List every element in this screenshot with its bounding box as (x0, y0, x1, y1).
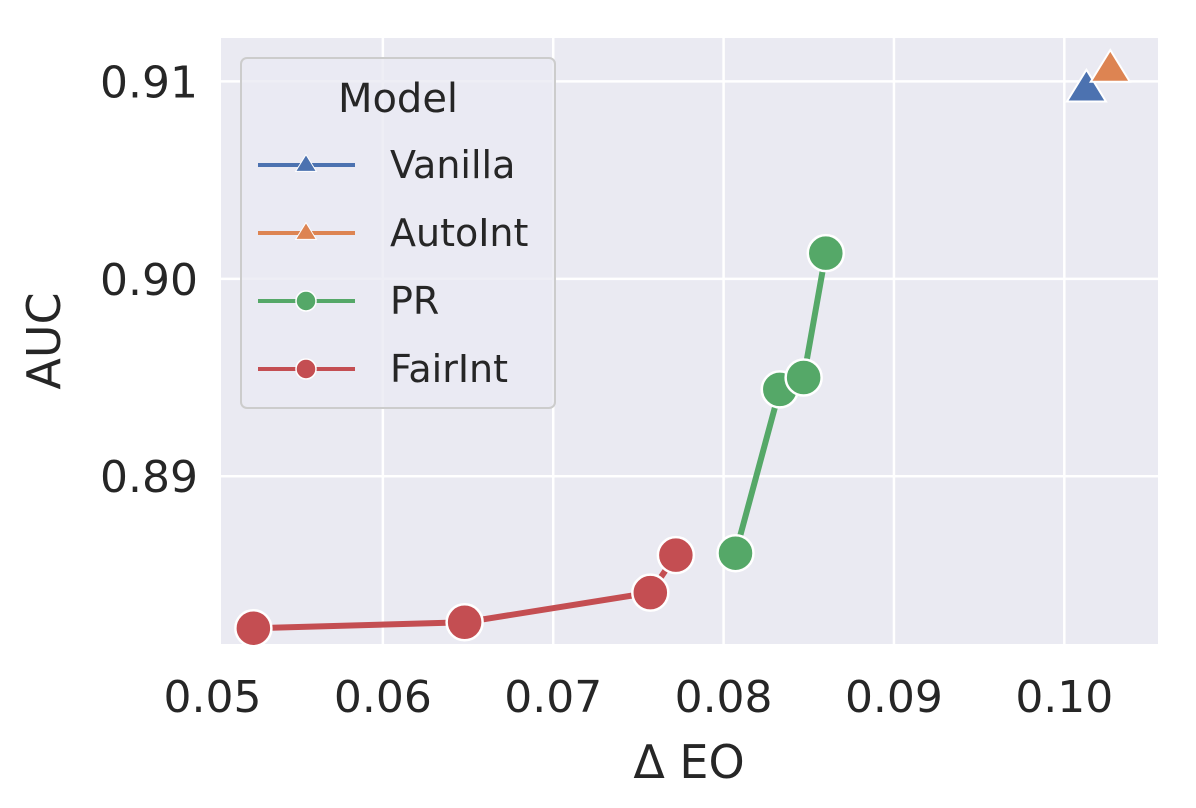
data-point-fairint (445, 603, 484, 642)
y-axis-ticks: 0.89 0.90 0.91 (100, 57, 198, 503)
legend-item-fairint: FairInt (258, 347, 508, 391)
series-layer (234, 48, 1132, 648)
x-tick-label: 0.08 (675, 672, 773, 723)
legend-label-autoint: AutoInt (390, 211, 528, 255)
series-fairint (234, 535, 696, 648)
legend-title: Model (338, 76, 458, 122)
series-pr (716, 233, 846, 573)
data-point-fairint (234, 608, 273, 648)
x-tick-label: 0.10 (1015, 672, 1113, 723)
x-axis-ticks: 0.05 0.06 0.07 0.08 0.09 0.10 (163, 672, 1113, 723)
legend-label-vanilla: Vanilla (390, 143, 515, 187)
data-point-pr (784, 358, 823, 397)
x-tick-label: 0.05 (163, 672, 261, 723)
data-point-pr (716, 533, 755, 573)
legend-label-fairint: FairInt (390, 347, 508, 391)
legend-marker-vanilla (294, 153, 318, 172)
x-tick-label: 0.06 (334, 672, 432, 723)
series-autoint (1088, 48, 1132, 83)
x-tick-label: 0.09 (845, 672, 943, 723)
data-point-pr (806, 233, 846, 273)
y-tick-label: 0.91 (100, 57, 198, 108)
legend-label-pr: PR (390, 279, 439, 323)
legend-item-autoint: AutoInt (258, 211, 528, 255)
data-point-fairint (631, 573, 670, 612)
x-axis-label: Δ EO (633, 735, 744, 789)
legend-marker-fairint (295, 358, 317, 380)
y-axis-label: AUC (17, 292, 71, 389)
legend-box (240, 57, 556, 409)
data-point-fairint (656, 535, 696, 575)
data-point-autoint (1088, 48, 1132, 83)
legend: Model Vanilla AutoInt PR FairInt (240, 57, 556, 409)
y-tick-label: 0.89 (100, 452, 198, 503)
data-point-vanilla (1065, 67, 1108, 103)
legend-marker-autoint (294, 221, 318, 240)
legend-item-pr: PR (258, 279, 439, 323)
x-tick-label: 0.07 (504, 672, 602, 723)
legend-item-vanilla: Vanilla (258, 143, 515, 187)
legend-marker-pr (295, 290, 317, 312)
series-vanilla (1065, 67, 1108, 103)
y-tick-label: 0.90 (100, 255, 198, 306)
series-line-fairint (250, 552, 679, 632)
legend-entries: Vanilla AutoInt PR FairInt (258, 143, 528, 391)
